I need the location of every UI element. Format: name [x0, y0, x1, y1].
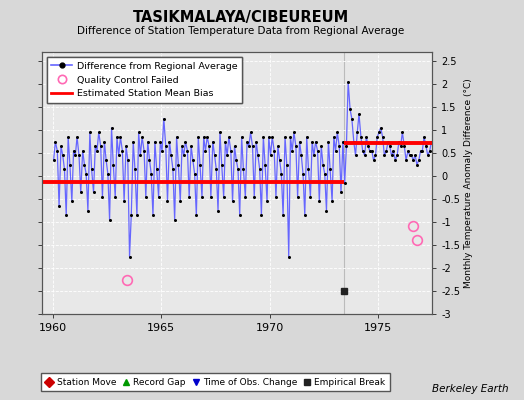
Legend: Station Move, Record Gap, Time of Obs. Change, Empirical Break: Station Move, Record Gap, Time of Obs. C…: [41, 374, 390, 392]
Text: TASIKMALAYA/CIBEUREUM: TASIKMALAYA/CIBEUREUM: [133, 10, 349, 25]
Text: Berkeley Earth: Berkeley Earth: [432, 384, 508, 394]
Legend: Difference from Regional Average, Quality Control Failed, Estimated Station Mean: Difference from Regional Average, Qualit…: [47, 57, 242, 103]
Text: Difference of Station Temperature Data from Regional Average: Difference of Station Temperature Data f…: [78, 26, 405, 36]
Y-axis label: Monthly Temperature Anomaly Difference (°C): Monthly Temperature Anomaly Difference (…: [464, 78, 474, 288]
